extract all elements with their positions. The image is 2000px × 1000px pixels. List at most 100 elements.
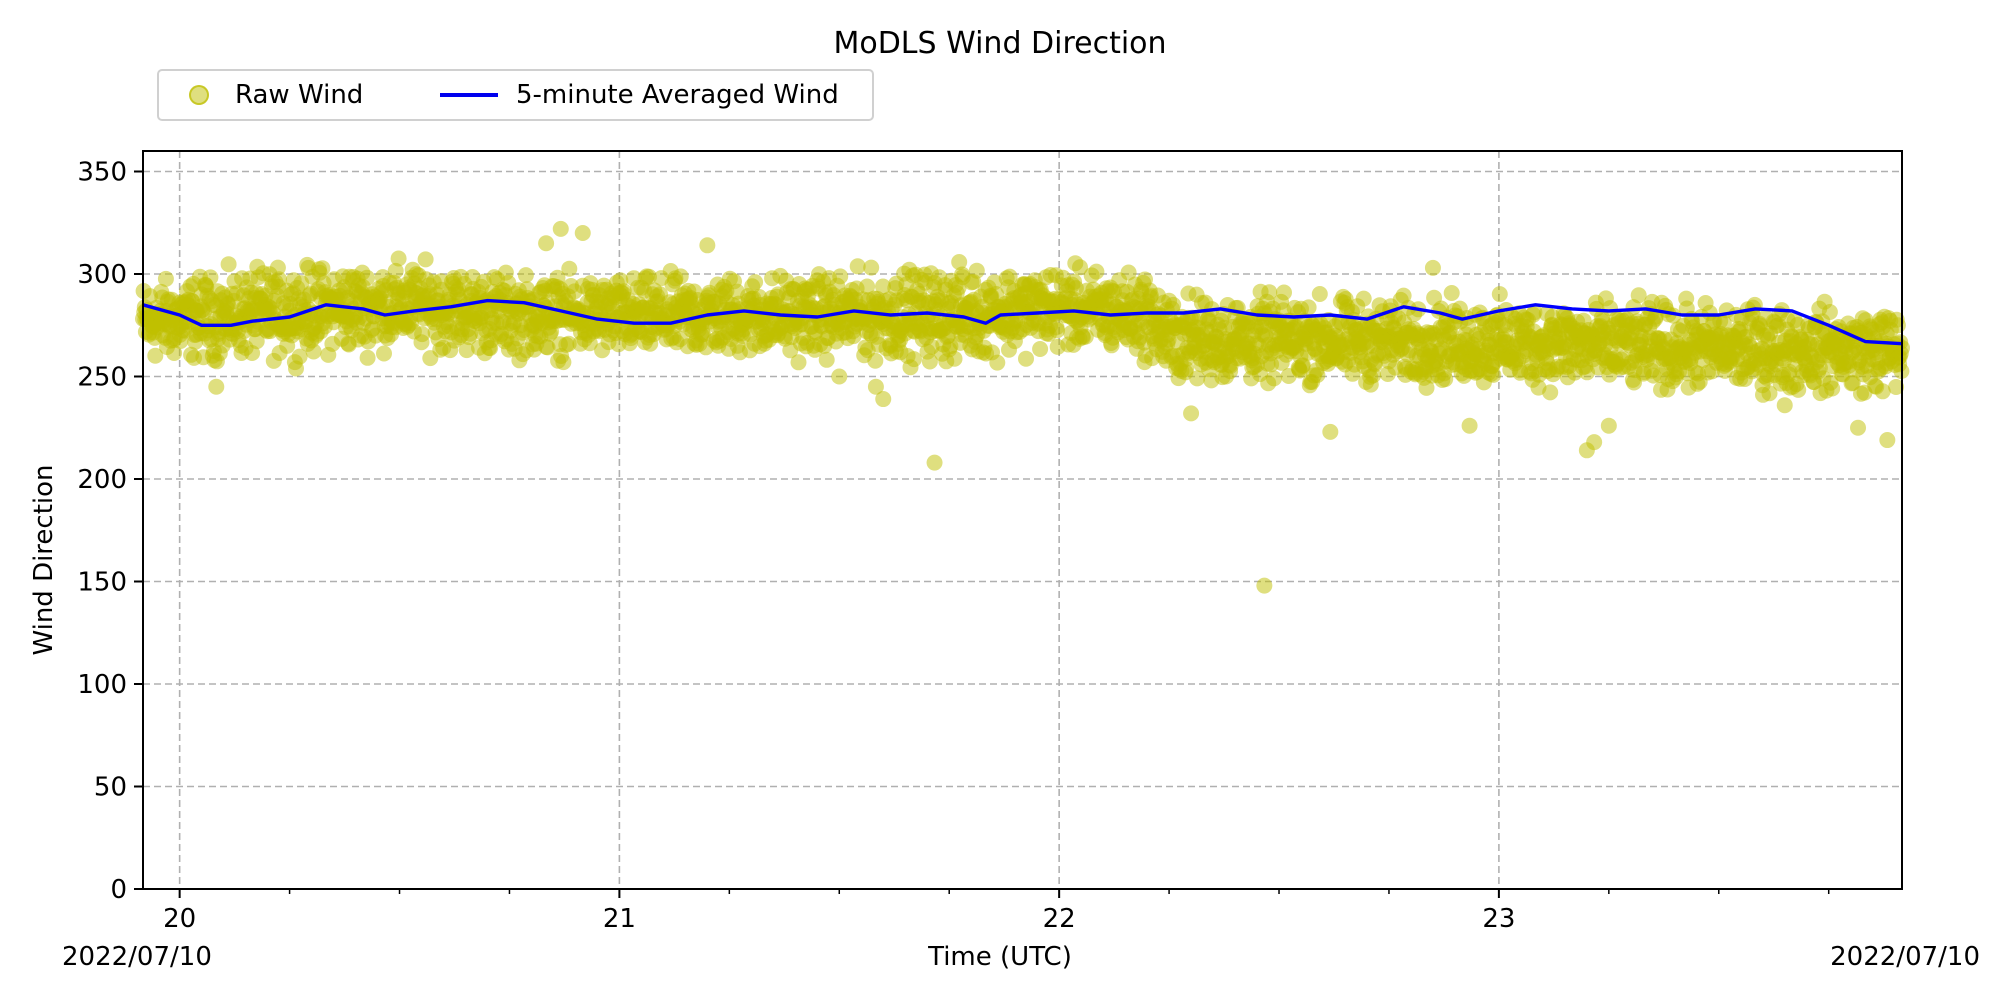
raw-wind-point bbox=[1077, 328, 1094, 345]
legend-marker-averaged-wind bbox=[440, 93, 498, 97]
raw-wind-point bbox=[1888, 379, 1905, 395]
raw-wind-point bbox=[1715, 315, 1732, 331]
line-layer bbox=[142, 298, 1903, 346]
raw-wind-point bbox=[359, 269, 375, 286]
raw-wind-point bbox=[849, 258, 866, 275]
raw-wind-point bbox=[517, 267, 534, 284]
raw-wind-point bbox=[1261, 284, 1278, 301]
raw-wind-point bbox=[986, 274, 1003, 291]
raw-wind-point bbox=[248, 333, 265, 350]
raw-wind-outlier-point bbox=[538, 235, 555, 252]
averaged-wind-line bbox=[142, 298, 1903, 346]
raw-wind-outlier-point bbox=[1600, 417, 1617, 434]
raw-wind-point bbox=[1300, 299, 1317, 316]
raw-wind-outlier-point bbox=[1256, 577, 1273, 594]
raw-wind-point bbox=[1443, 285, 1460, 301]
raw-wind-outlier-point bbox=[574, 225, 591, 241]
raw-wind-outlier-point bbox=[1776, 397, 1793, 414]
raw-wind-point bbox=[1630, 287, 1647, 304]
legend: Raw Wind 5-minute Averaged Wind bbox=[157, 69, 874, 121]
raw-wind-point bbox=[1542, 384, 1559, 401]
y-tick-label: 150 bbox=[77, 568, 127, 598]
raw-wind-point bbox=[1088, 263, 1105, 280]
raw-wind-point bbox=[1526, 304, 1543, 321]
raw-wind-point bbox=[672, 268, 689, 285]
raw-wind-outlier-point bbox=[1586, 434, 1603, 451]
raw-wind-point bbox=[269, 259, 286, 276]
raw-wind-point bbox=[989, 354, 1006, 371]
raw-wind-outlier-point bbox=[1424, 259, 1441, 276]
raw-wind-point bbox=[867, 352, 884, 369]
raw-wind-point bbox=[1309, 367, 1326, 383]
y-tick-label: 100 bbox=[77, 670, 127, 700]
raw-wind-point bbox=[376, 345, 392, 362]
raw-wind-outlier-point bbox=[208, 378, 225, 395]
raw-wind-point bbox=[560, 335, 577, 352]
raw-wind-outlier-point bbox=[1322, 423, 1339, 440]
raw-wind-point bbox=[859, 278, 876, 295]
raw-wind-point bbox=[1311, 286, 1328, 302]
raw-wind-point bbox=[414, 326, 431, 343]
raw-wind-point bbox=[271, 271, 287, 288]
raw-wind-point bbox=[946, 350, 963, 367]
raw-wind-point bbox=[1821, 304, 1838, 320]
raw-wind-point bbox=[157, 270, 174, 287]
raw-wind-outlier-point bbox=[1183, 405, 1200, 422]
x-start-date-label: 2022/07/10 bbox=[62, 942, 212, 972]
x-tick-label: 23 bbox=[1482, 904, 1515, 934]
legend-label-averaged-wind: 5-minute Averaged Wind bbox=[516, 80, 839, 110]
raw-wind-outlier-point bbox=[1461, 417, 1478, 434]
x-tick-label: 22 bbox=[1043, 904, 1076, 934]
raw-wind-point bbox=[906, 351, 922, 368]
y-tick-label: 350 bbox=[77, 158, 127, 188]
raw-wind-point bbox=[951, 254, 968, 270]
raw-wind-point bbox=[1049, 322, 1066, 339]
raw-wind-point bbox=[166, 345, 183, 361]
raw-wind-point bbox=[1491, 286, 1508, 303]
raw-wind-point bbox=[314, 260, 331, 277]
raw-wind-point bbox=[921, 353, 938, 370]
legend-item-averaged-wind: 5-minute Averaged Wind bbox=[440, 71, 839, 119]
x-tick-label: 20 bbox=[163, 904, 196, 934]
raw-wind-point bbox=[1018, 350, 1034, 367]
raw-wind-point bbox=[1418, 379, 1435, 396]
plot-frame bbox=[142, 150, 1903, 890]
raw-wind-point bbox=[1189, 370, 1206, 387]
raw-wind-outlier-point bbox=[1879, 432, 1896, 449]
raw-wind-point bbox=[1032, 341, 1049, 357]
legend-marker-raw-wind bbox=[189, 85, 209, 105]
raw-wind-point bbox=[147, 347, 164, 364]
raw-wind-point bbox=[462, 325, 479, 342]
raw-wind-outlier-point bbox=[831, 368, 848, 385]
legend-item-raw-wind: Raw Wind bbox=[189, 71, 363, 119]
y-tick-label: 50 bbox=[94, 773, 127, 803]
raw-wind-point bbox=[832, 268, 849, 285]
raw-wind-outlier-point bbox=[552, 220, 569, 237]
raw-wind-point bbox=[1294, 357, 1311, 374]
raw-wind-point bbox=[417, 251, 434, 268]
raw-wind-point bbox=[1165, 296, 1182, 313]
raw-wind-point bbox=[818, 351, 835, 368]
raw-wind-point bbox=[458, 342, 475, 359]
x-axis-label: Time (UTC) bbox=[928, 942, 1072, 972]
raw-wind-point bbox=[747, 274, 764, 291]
x-end-date-label: 2022/07/10 bbox=[1830, 942, 1980, 972]
raw-wind-point bbox=[555, 354, 572, 371]
grid-layer bbox=[143, 151, 1902, 889]
scatter-layer bbox=[135, 220, 1910, 594]
y-tick-label: 250 bbox=[77, 363, 127, 393]
raw-wind-outlier-point bbox=[926, 454, 943, 471]
raw-wind-point bbox=[202, 269, 219, 286]
raw-wind-point bbox=[1437, 371, 1454, 388]
raw-wind-outlier-point bbox=[875, 391, 892, 408]
raw-wind-point bbox=[1889, 317, 1906, 334]
raw-wind-point bbox=[1485, 366, 1502, 383]
raw-wind-point bbox=[1395, 287, 1412, 304]
raw-wind-point bbox=[1001, 268, 1018, 285]
raw-wind-point bbox=[641, 268, 657, 285]
raw-wind-point bbox=[790, 354, 807, 371]
chart-title: MoDLS Wind Direction bbox=[833, 26, 1167, 61]
y-axis-label: Wind Direction bbox=[29, 464, 59, 656]
